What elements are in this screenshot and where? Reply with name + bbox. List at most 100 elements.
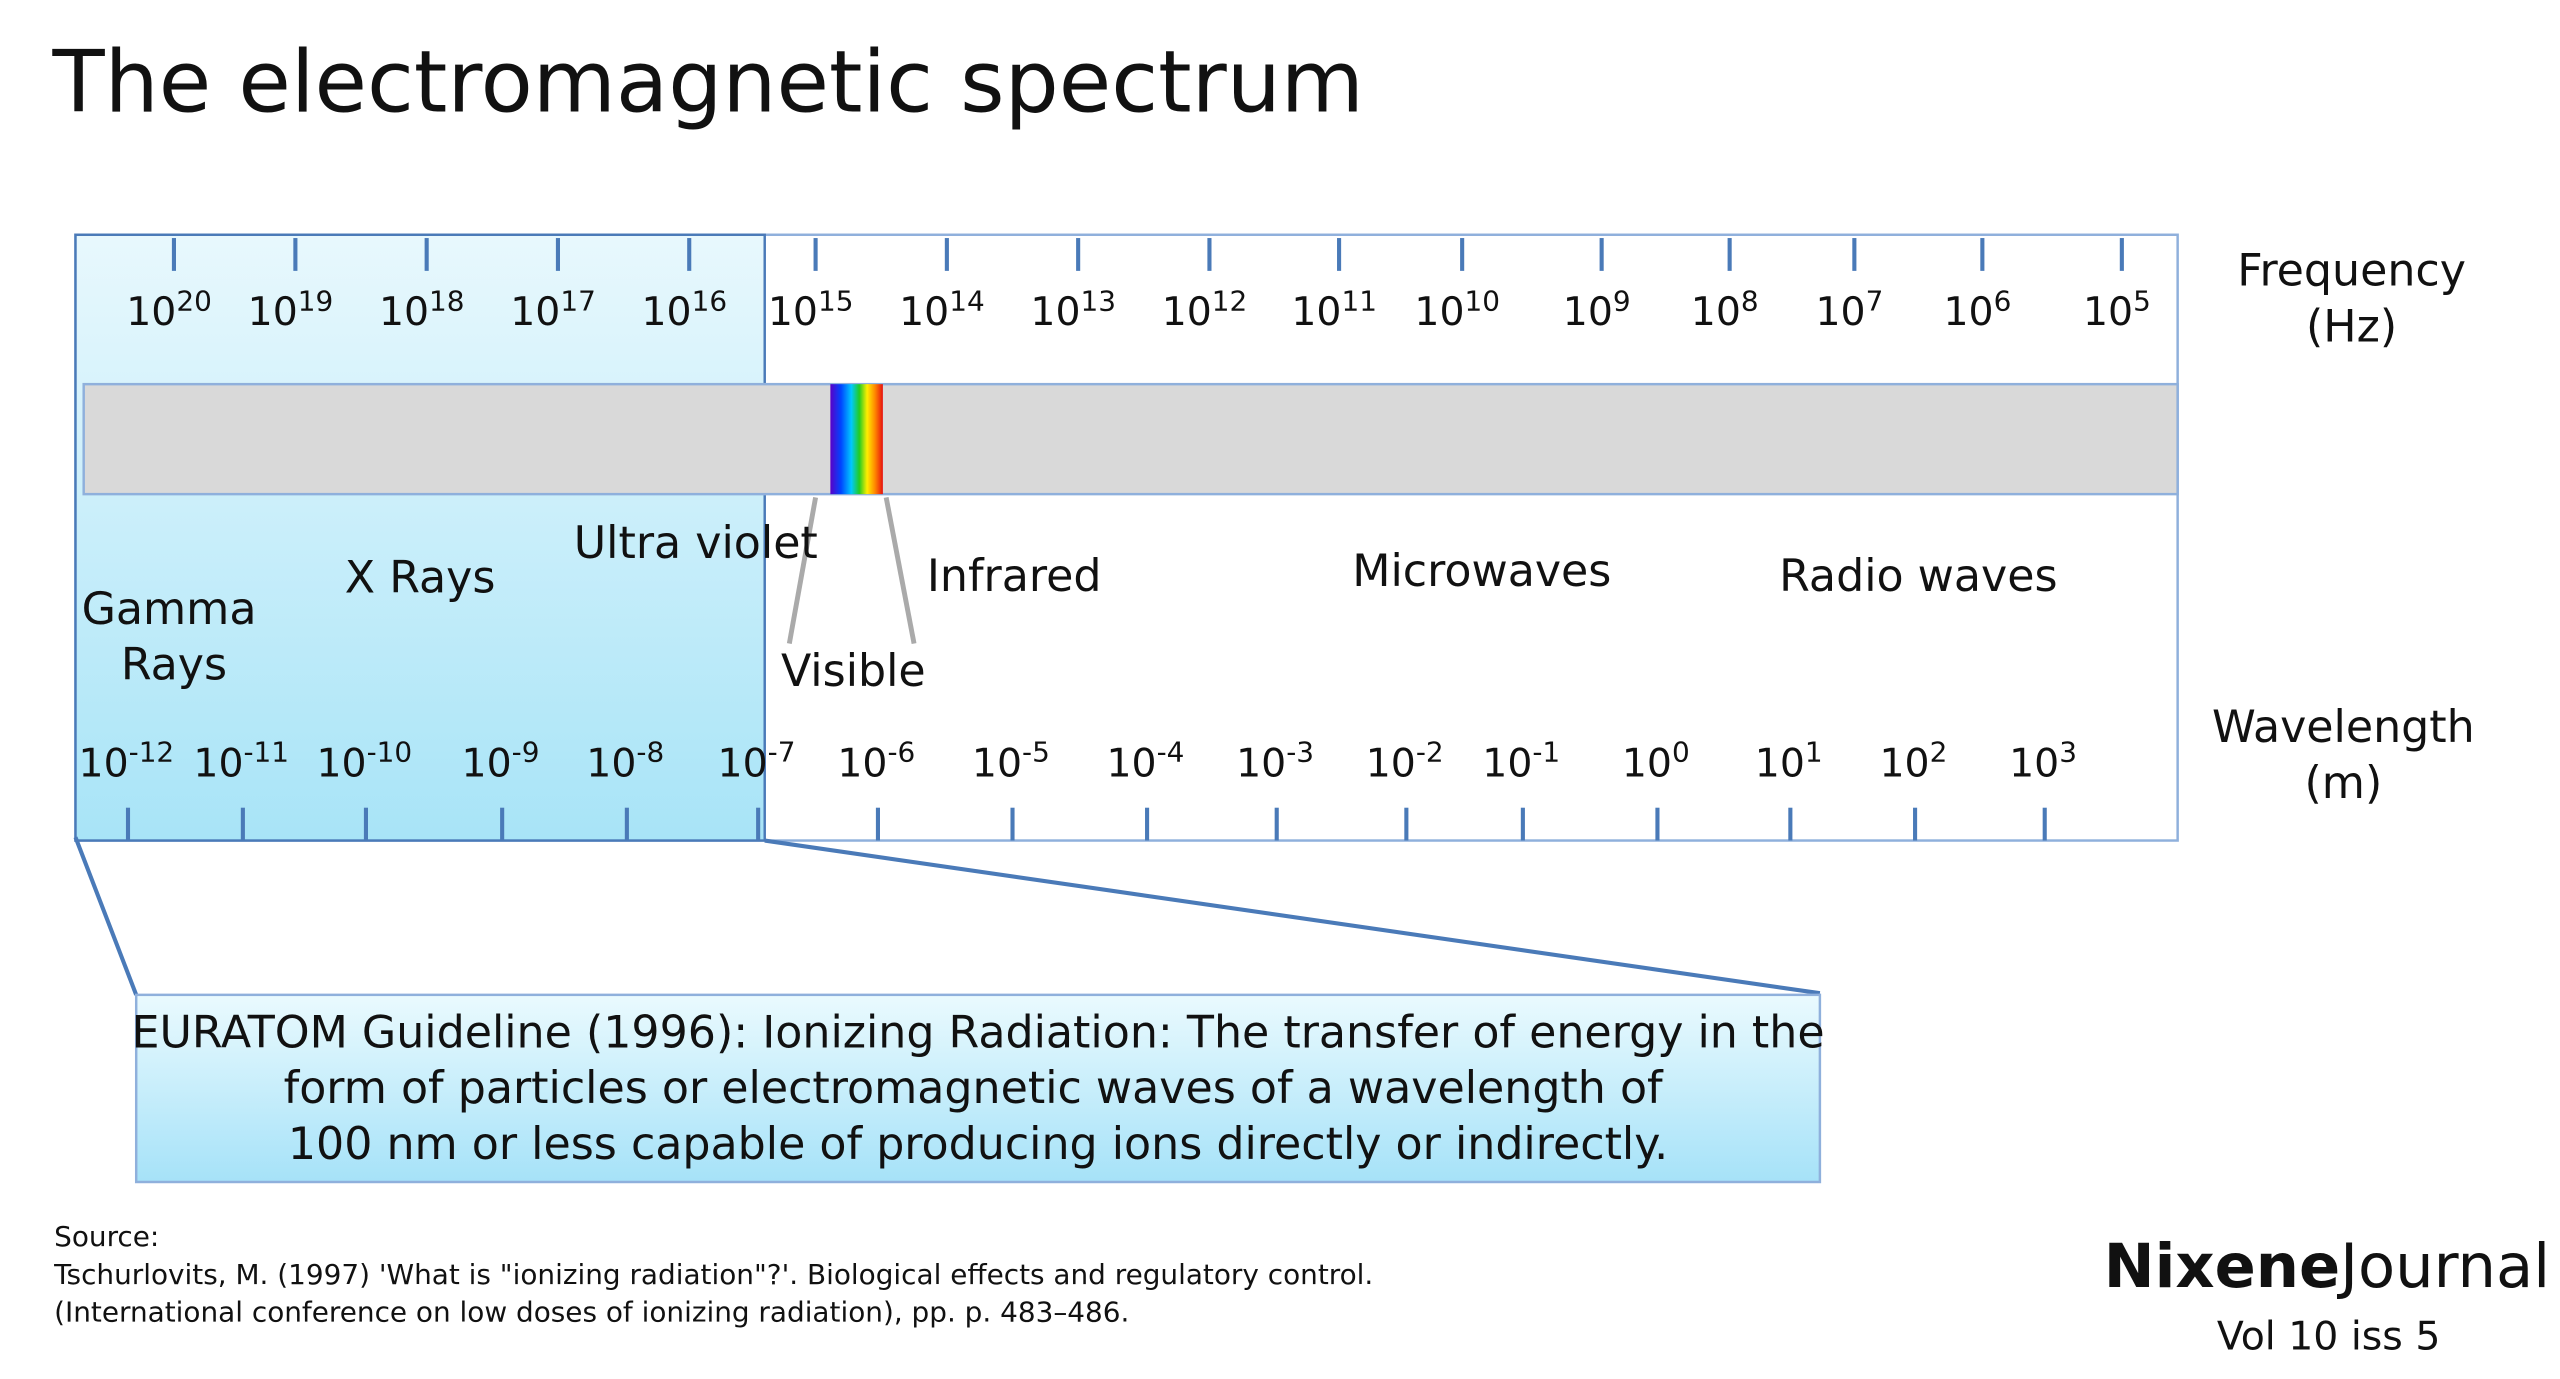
source-heading: Source: bbox=[54, 1220, 159, 1253]
region-label: Gamma bbox=[82, 584, 257, 635]
tick-base: 10 bbox=[1622, 741, 1672, 787]
definition-text: form of particles or electromagnetic wav… bbox=[284, 1063, 1664, 1114]
tick-label: 1016 bbox=[642, 284, 728, 335]
tick-base: 10 bbox=[1366, 741, 1416, 787]
tick-label: 1013 bbox=[1030, 284, 1116, 335]
callout-line bbox=[73, 836, 139, 996]
tick-label: 100 bbox=[1622, 736, 1690, 787]
tick-exponent: -5 bbox=[1022, 736, 1050, 769]
tick-label: 107 bbox=[1816, 284, 1884, 335]
tick-label: 1014 bbox=[899, 284, 985, 335]
tick-label: 1011 bbox=[1291, 284, 1377, 335]
tick-exponent: -11 bbox=[244, 736, 290, 769]
region-label: Rays bbox=[121, 640, 227, 691]
tick-base: 10 bbox=[126, 289, 176, 335]
tick-exponent: 19 bbox=[298, 284, 333, 317]
tick-label: 10-4 bbox=[1106, 736, 1184, 787]
visible-pointer bbox=[786, 496, 819, 644]
source-text: (International conference on low doses o… bbox=[54, 1296, 1129, 1329]
frequency-ticks: 1020 1019 1018 1017 1016 1015 1014 1013 1012 1011… bbox=[126, 238, 2151, 335]
tick-label: 103 bbox=[2009, 736, 2077, 787]
tick-exponent: 8 bbox=[1741, 284, 1759, 317]
tick-label: 10-6 bbox=[837, 736, 915, 787]
tick-label: 1020 bbox=[126, 284, 212, 335]
tick-exponent: 1 bbox=[1805, 736, 1823, 769]
tick-label: 105 bbox=[2083, 284, 2151, 335]
tick-exponent: -1 bbox=[1532, 736, 1560, 769]
tick-exponent: 12 bbox=[1212, 284, 1247, 317]
tick-label: 1012 bbox=[1162, 284, 1248, 335]
tick-base: 10 bbox=[1162, 289, 1212, 335]
tick-label: 102 bbox=[1880, 736, 1948, 787]
tick-exponent: 6 bbox=[1994, 284, 2012, 317]
tick-exponent: 15 bbox=[818, 284, 853, 317]
tick-exponent: 2 bbox=[1930, 736, 1948, 769]
tick-label: 10-12 bbox=[79, 736, 175, 787]
tick-base: 10 bbox=[2083, 289, 2133, 335]
tick-exponent: 11 bbox=[1341, 284, 1376, 317]
brand-light: Journal bbox=[2336, 1232, 2550, 1302]
title: The electromagnetic spectrum bbox=[52, 34, 1364, 133]
tick-base: 10 bbox=[79, 741, 129, 787]
tick-base: 10 bbox=[586, 741, 636, 787]
wavelength-ticks: 10-12 10-11 10-10 10-9 10-8 10-7 10-6 10-5 10-4 1… bbox=[79, 736, 2077, 841]
tick-label: 10-5 bbox=[972, 736, 1050, 787]
tick-exponent: -8 bbox=[636, 736, 664, 769]
tick-label: 10-9 bbox=[462, 736, 540, 787]
tick-exponent: 17 bbox=[560, 284, 595, 317]
tick-label: 1015 bbox=[768, 284, 854, 335]
region-label: Microwaves bbox=[1352, 546, 1611, 597]
definition-text: 100 nm or less capable of producing ions… bbox=[288, 1119, 1668, 1170]
tick-base: 10 bbox=[1106, 741, 1156, 787]
source-text: Tschurlovits, M. (1997) 'What is "ionizi… bbox=[53, 1258, 1373, 1291]
tick-base: 10 bbox=[899, 289, 949, 335]
tick-exponent: 16 bbox=[692, 284, 727, 317]
tick-exponent: 3 bbox=[2059, 736, 2077, 769]
tick-exponent: -4 bbox=[1157, 736, 1185, 769]
tick-label: 10-3 bbox=[1236, 736, 1314, 787]
tick-base: 10 bbox=[1691, 289, 1741, 335]
tick-base: 10 bbox=[2009, 741, 2059, 787]
tick-base: 10 bbox=[1563, 289, 1613, 335]
tick-label: 1019 bbox=[248, 284, 334, 335]
tick-base: 10 bbox=[379, 289, 429, 335]
region-label: Visible bbox=[781, 646, 926, 697]
axis-label: Wavelength bbox=[2212, 702, 2475, 753]
tick-exponent: -12 bbox=[129, 736, 175, 769]
tick-label: 10-1 bbox=[1482, 736, 1560, 787]
tick-exponent: 9 bbox=[1613, 284, 1631, 317]
tick-base: 10 bbox=[193, 741, 243, 787]
definition-box bbox=[134, 993, 1822, 1184]
region-label: Radio waves bbox=[1779, 551, 2057, 602]
tick-label: 109 bbox=[1563, 284, 1631, 335]
tick-exponent: -2 bbox=[1416, 736, 1444, 769]
tick-label: 1018 bbox=[379, 284, 465, 335]
tick-base: 10 bbox=[248, 289, 298, 335]
tick-label: 10-11 bbox=[193, 736, 289, 787]
visible-pointer bbox=[883, 496, 917, 644]
tick-base: 10 bbox=[1482, 741, 1532, 787]
tick-base: 10 bbox=[1944, 289, 1994, 335]
tick-label: 1017 bbox=[510, 284, 596, 335]
tick-base: 10 bbox=[1291, 289, 1341, 335]
tick-base: 10 bbox=[1816, 289, 1866, 335]
tick-base: 10 bbox=[462, 741, 512, 787]
region-label: Ultra violet bbox=[574, 518, 818, 569]
tick-base: 10 bbox=[510, 289, 560, 335]
tick-label: 101 bbox=[1755, 736, 1823, 787]
tick-exponent: 0 bbox=[1672, 736, 1690, 769]
ionizing-region bbox=[74, 233, 766, 842]
tick-base: 10 bbox=[1880, 741, 1930, 787]
tick-label: 1010 bbox=[1414, 284, 1500, 335]
tick-label: 10-8 bbox=[586, 736, 664, 787]
tick-exponent: 18 bbox=[429, 284, 464, 317]
axis-label: Frequency bbox=[2237, 246, 2466, 297]
tick-base: 10 bbox=[837, 741, 887, 787]
tick-base: 10 bbox=[972, 741, 1022, 787]
tick-label: 10-10 bbox=[316, 736, 412, 787]
tick-exponent: -10 bbox=[367, 736, 413, 769]
tick-exponent: 7 bbox=[1866, 284, 1884, 317]
region-label: Infrared bbox=[927, 551, 1102, 602]
